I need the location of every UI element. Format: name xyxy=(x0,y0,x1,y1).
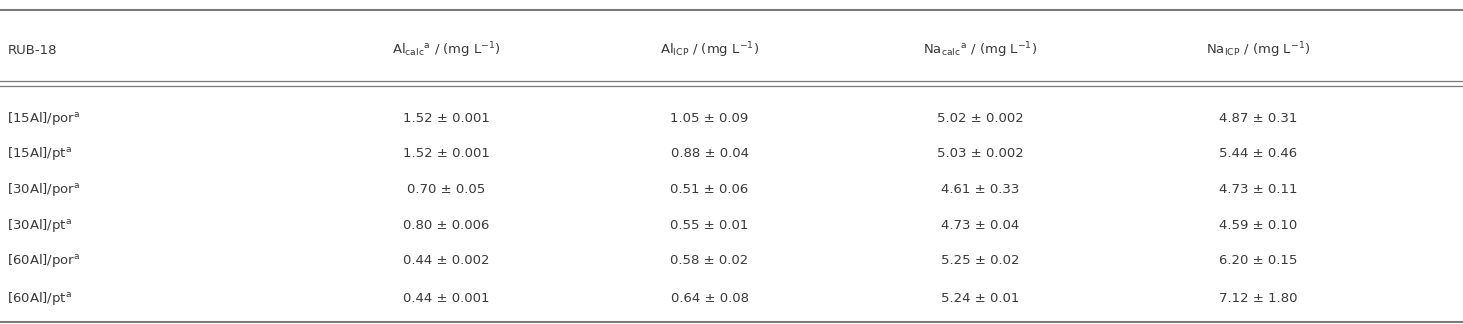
Text: 5.03 ± 0.002: 5.03 ± 0.002 xyxy=(936,147,1024,160)
Text: 4.61 ± 0.33: 4.61 ± 0.33 xyxy=(941,183,1020,196)
Text: 0.58 ± 0.02: 0.58 ± 0.02 xyxy=(670,254,749,267)
Text: 0.80 ± 0.006: 0.80 ± 0.006 xyxy=(402,219,490,232)
Text: [60Al]/pt$^\mathrm{a}$: [60Al]/pt$^\mathrm{a}$ xyxy=(7,290,72,307)
Text: Al$_\mathrm{calc}$$^\mathrm{a}$ / (mg L$^{-1}$): Al$_\mathrm{calc}$$^\mathrm{a}$ / (mg L$… xyxy=(392,40,500,60)
Text: 5.25 ± 0.02: 5.25 ± 0.02 xyxy=(941,254,1020,267)
Text: 1.52 ± 0.001: 1.52 ± 0.001 xyxy=(402,147,490,160)
Text: 0.88 ± 0.04: 0.88 ± 0.04 xyxy=(670,147,749,160)
Text: 1.52 ± 0.001: 1.52 ± 0.001 xyxy=(402,112,490,125)
Text: Na$_\mathrm{ICP}$ / (mg L$^{-1}$): Na$_\mathrm{ICP}$ / (mg L$^{-1}$) xyxy=(1206,40,1311,60)
Text: [60Al]/por$^\mathrm{a}$: [60Al]/por$^\mathrm{a}$ xyxy=(7,252,80,269)
Text: 4.73 ± 0.11: 4.73 ± 0.11 xyxy=(1219,183,1298,196)
Text: [15Al]/pt$^\mathrm{a}$: [15Al]/pt$^\mathrm{a}$ xyxy=(7,145,72,162)
Text: 0.70 ± 0.05: 0.70 ± 0.05 xyxy=(407,183,486,196)
Text: 0.44 ± 0.001: 0.44 ± 0.001 xyxy=(402,292,490,305)
Text: [30Al]/por$^\mathrm{a}$: [30Al]/por$^\mathrm{a}$ xyxy=(7,181,80,198)
Text: 4.73 ± 0.04: 4.73 ± 0.04 xyxy=(941,219,1020,232)
Text: 4.59 ± 0.10: 4.59 ± 0.10 xyxy=(1219,219,1298,232)
Text: 5.24 ± 0.01: 5.24 ± 0.01 xyxy=(941,292,1020,305)
Text: 0.55 ± 0.01: 0.55 ± 0.01 xyxy=(670,219,749,232)
Text: 7.12 ± 1.80: 7.12 ± 1.80 xyxy=(1219,292,1298,305)
Text: 0.64 ± 0.08: 0.64 ± 0.08 xyxy=(670,292,749,305)
Text: 0.44 ± 0.002: 0.44 ± 0.002 xyxy=(402,254,490,267)
Text: 4.87 ± 0.31: 4.87 ± 0.31 xyxy=(1219,112,1298,125)
Text: 1.05 ± 0.09: 1.05 ± 0.09 xyxy=(670,112,749,125)
Text: [15Al]/por$^\mathrm{a}$: [15Al]/por$^\mathrm{a}$ xyxy=(7,110,80,127)
Text: [30Al]/pt$^\mathrm{a}$: [30Al]/pt$^\mathrm{a}$ xyxy=(7,217,72,234)
Text: 5.02 ± 0.002: 5.02 ± 0.002 xyxy=(936,112,1024,125)
Text: 6.20 ± 0.15: 6.20 ± 0.15 xyxy=(1219,254,1298,267)
Text: RUB-18: RUB-18 xyxy=(7,44,57,57)
Text: Na$_\mathrm{calc}$$^\mathrm{a}$ / (mg L$^{-1}$): Na$_\mathrm{calc}$$^\mathrm{a}$ / (mg L$… xyxy=(923,40,1037,60)
Text: 0.51 ± 0.06: 0.51 ± 0.06 xyxy=(670,183,749,196)
Text: Al$_\mathrm{ICP}$ / (mg L$^{-1}$): Al$_\mathrm{ICP}$ / (mg L$^{-1}$) xyxy=(660,40,759,60)
Text: 5.44 ± 0.46: 5.44 ± 0.46 xyxy=(1219,147,1298,160)
